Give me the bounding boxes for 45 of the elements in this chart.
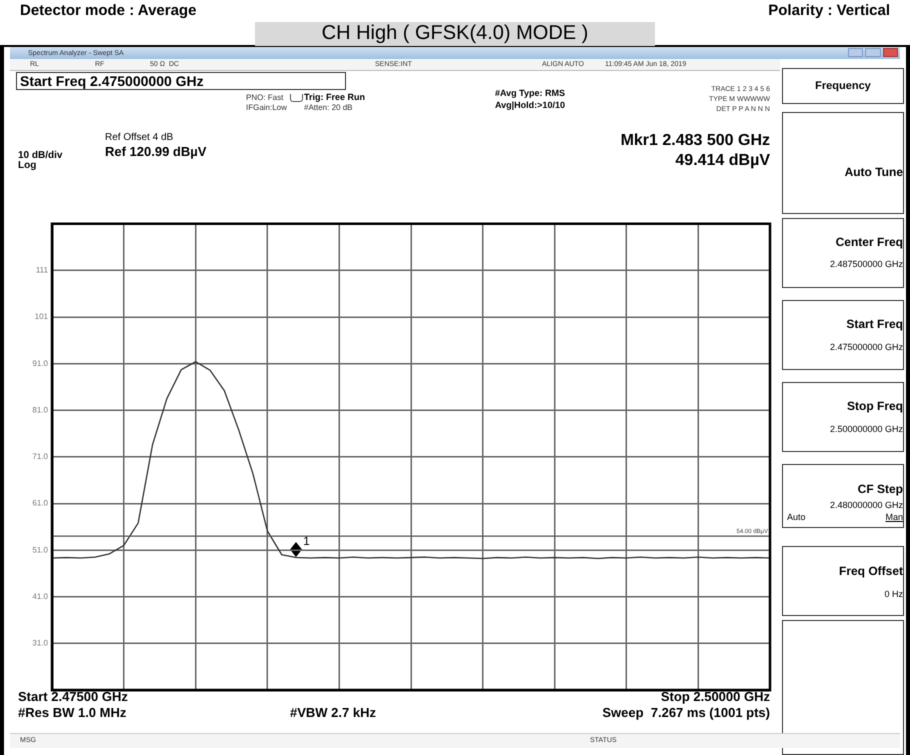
y-tick-label: 91.0 xyxy=(32,358,49,368)
text: Log xyxy=(18,160,36,172)
chart-title: CH High ( GFSK(4.0) MODE ) xyxy=(255,22,655,45)
y-tick-label: 31.0 xyxy=(32,638,49,648)
text: #Atten: 20 dB xyxy=(304,103,352,112)
text: Trig: Free Run xyxy=(304,92,366,102)
text: Mkr1 2.483 500 GHz xyxy=(620,132,770,150)
text: 2.487500000 GHz xyxy=(830,259,903,270)
text: Detector mode : Average xyxy=(20,2,196,20)
annotation: Start 2.47500 GHz xyxy=(18,689,128,705)
text: 2.500000000 GHz xyxy=(830,424,903,434)
annotation: Stop 2.50000 GHz xyxy=(660,689,770,705)
y-tick-label: 51.0 xyxy=(32,545,49,554)
text: Sweep 7.267 ms (1001 pts) xyxy=(602,705,770,721)
text: Ref Offset 4 dB xyxy=(105,132,174,144)
text: Ref 120.99 dBµV xyxy=(105,144,206,160)
y-tick-label: 71.0 xyxy=(32,452,49,462)
text: 2.475000000 GHz xyxy=(830,342,903,352)
text: Freq Offset xyxy=(838,564,903,579)
text: 49.414 dBµV xyxy=(675,152,770,170)
y-tick-label: 41.0 xyxy=(32,592,49,601)
text: #VBW 2.7 kHz xyxy=(290,705,376,721)
text: Start Freq xyxy=(846,317,903,332)
y-tick-label: 61.0 xyxy=(32,498,49,508)
text: Stop Freq xyxy=(847,399,903,414)
y-tick-label: 111 xyxy=(36,266,49,275)
text: Start Freq 2.475000000 GHz xyxy=(20,73,204,90)
y-tick-label: 101 xyxy=(34,312,49,322)
annotation: 1 xyxy=(303,534,310,548)
text: 0 Hz xyxy=(884,589,903,600)
text: PNO: Fast xyxy=(246,93,284,102)
text: Center Freq xyxy=(836,235,903,250)
text: Polarity : Vertical xyxy=(768,2,890,20)
text: 10 dB/div xyxy=(18,150,62,161)
text: Auto xyxy=(787,512,806,522)
text: Auto Tune xyxy=(844,165,903,180)
text: Avg|Hold:>10/10 xyxy=(495,100,565,110)
text: #Avg Type: RMS xyxy=(495,88,566,98)
text: Frequency xyxy=(814,80,872,93)
text: IFGain:Low xyxy=(246,103,287,112)
text: 2.480000000 GHz xyxy=(830,500,903,510)
text: Man xyxy=(885,512,903,522)
y-tick-label: 81.0 xyxy=(32,405,49,414)
text: CF Step xyxy=(858,482,903,497)
text: #Res BW 1.0 MHz xyxy=(18,705,126,721)
